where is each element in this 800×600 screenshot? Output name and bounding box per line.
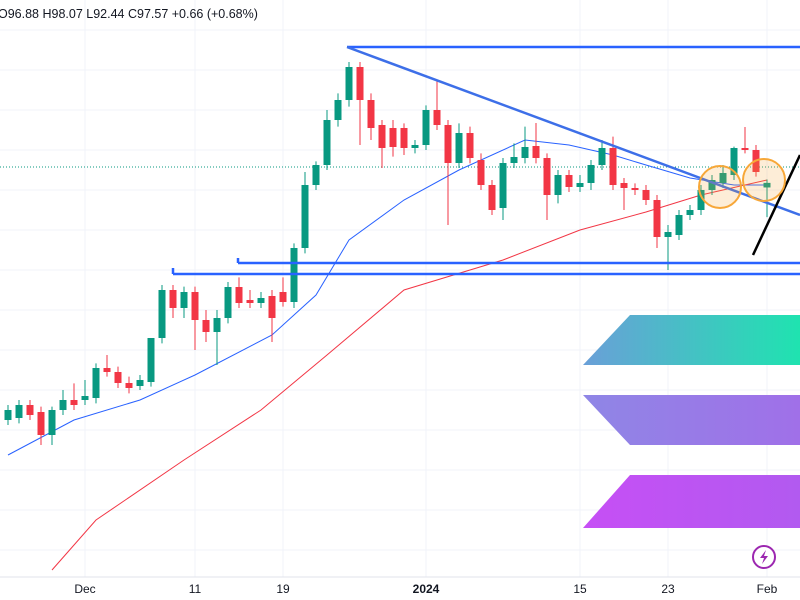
candle-body bbox=[543, 158, 551, 195]
moving-average-line bbox=[51, 179, 768, 571]
candles bbox=[4, 62, 771, 445]
candle-body bbox=[301, 185, 309, 248]
candle-body bbox=[477, 160, 485, 185]
candle-body bbox=[664, 232, 672, 237]
candle-body bbox=[521, 147, 529, 158]
candle-body bbox=[356, 67, 364, 100]
candle-body bbox=[620, 183, 628, 188]
x-tick-label: 15 bbox=[573, 582, 587, 596]
x-tick-label: 2024 bbox=[413, 582, 440, 596]
candle-body bbox=[202, 320, 210, 332]
candle-body bbox=[400, 128, 408, 148]
candle-body bbox=[323, 120, 331, 165]
candle-body bbox=[609, 148, 617, 185]
candle-body bbox=[730, 148, 738, 175]
candle-body bbox=[697, 190, 705, 210]
x-tick-label: 11 bbox=[189, 582, 202, 596]
background-grid bbox=[0, 29, 800, 551]
x-tick-label: 23 bbox=[661, 582, 675, 596]
candle-body bbox=[466, 133, 474, 158]
candle-body bbox=[675, 215, 683, 235]
candle-body bbox=[268, 296, 276, 318]
candle-body bbox=[169, 290, 177, 308]
candle-body bbox=[576, 183, 584, 187]
candle-body bbox=[708, 180, 716, 190]
candle-body bbox=[367, 100, 375, 128]
candle-body bbox=[554, 175, 562, 195]
candle-body bbox=[653, 200, 661, 237]
candle-body bbox=[158, 290, 166, 338]
candle-body bbox=[719, 173, 727, 183]
candle-body bbox=[598, 148, 606, 165]
candle-body bbox=[103, 368, 111, 372]
moving-average-line bbox=[7, 139, 767, 456]
candle-body bbox=[92, 368, 100, 398]
candle-body bbox=[70, 400, 78, 405]
candle-body bbox=[422, 110, 430, 145]
ohlc-legend: O96.88 H98.07 L92.44 C97.57 +0.66 (+0.68… bbox=[0, 7, 258, 21]
candle-body bbox=[587, 165, 595, 183]
candle-body bbox=[642, 190, 650, 200]
candle-body bbox=[136, 380, 144, 386]
candle-body bbox=[741, 148, 749, 150]
candle-body bbox=[444, 125, 452, 163]
candle-body bbox=[59, 400, 67, 410]
candle-body bbox=[334, 100, 342, 120]
candle-body bbox=[763, 182, 771, 188]
candle-body bbox=[345, 67, 353, 100]
candle-body bbox=[488, 185, 496, 210]
lightning-icon[interactable] bbox=[752, 545, 776, 569]
candle-body bbox=[279, 292, 287, 302]
x-tick-label: Feb bbox=[757, 582, 778, 596]
logo bbox=[583, 315, 800, 528]
candle-body bbox=[26, 405, 34, 415]
candle-body bbox=[114, 372, 122, 383]
candle-body bbox=[510, 157, 518, 163]
candle-body bbox=[125, 383, 133, 388]
candle-body bbox=[235, 287, 243, 303]
candle-body bbox=[147, 338, 155, 382]
candle-body bbox=[257, 298, 265, 303]
candle-body bbox=[213, 318, 221, 332]
candle-body bbox=[378, 125, 386, 148]
candle-body bbox=[389, 128, 397, 147]
candle-body bbox=[81, 396, 89, 400]
candle-body bbox=[411, 145, 419, 148]
candle-body bbox=[565, 175, 573, 187]
x-tick-label: Dec bbox=[74, 582, 95, 596]
candle-body bbox=[37, 412, 45, 435]
candle-body bbox=[15, 405, 23, 418]
candle-body bbox=[312, 165, 320, 185]
candle-body bbox=[455, 133, 463, 163]
drawings bbox=[171, 45, 800, 276]
x-axis-band bbox=[0, 577, 800, 600]
candle-body bbox=[191, 292, 199, 320]
candle-body bbox=[180, 292, 188, 308]
candle-body bbox=[686, 210, 694, 215]
candle-body bbox=[532, 146, 540, 158]
candle-body bbox=[48, 410, 56, 435]
moving-averages bbox=[7, 139, 768, 571]
candle-body bbox=[499, 163, 507, 208]
candle-body bbox=[631, 188, 639, 190]
candle-body bbox=[224, 287, 232, 318]
candle-body bbox=[4, 410, 12, 420]
x-tick-label: 19 bbox=[276, 582, 290, 596]
candle-body bbox=[246, 300, 254, 303]
candle-body bbox=[433, 110, 441, 125]
